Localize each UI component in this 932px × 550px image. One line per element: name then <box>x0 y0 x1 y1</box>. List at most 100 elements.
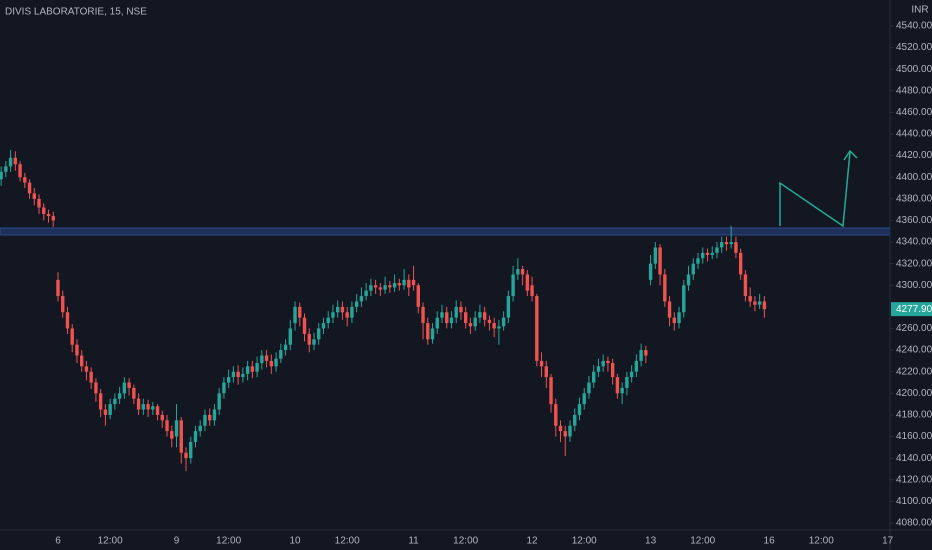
zone-band <box>0 227 891 236</box>
candle-body <box>364 290 368 297</box>
candle-body <box>132 387 136 399</box>
candle-body <box>174 420 179 437</box>
x-tick-label: 12:00 <box>98 536 123 547</box>
candle-body <box>13 157 18 165</box>
x-tick-label: 9 <box>174 536 180 547</box>
candle-body <box>701 252 705 259</box>
candle-body <box>582 393 586 405</box>
candle-body <box>222 382 226 394</box>
candle-body <box>459 306 463 313</box>
candle-body <box>563 431 567 437</box>
y-tick-label: 4120.00 <box>896 474 932 485</box>
candle-body <box>397 283 402 286</box>
candle-body <box>312 339 316 345</box>
candle-body <box>151 406 155 410</box>
candle-body <box>250 366 255 372</box>
y-tick-label: 4160.00 <box>896 431 932 442</box>
candle-body <box>658 247 662 275</box>
candle-body <box>672 317 676 324</box>
candle-body <box>179 420 183 453</box>
y-tick-label: 4300.00 <box>896 280 932 291</box>
candle-body <box>245 366 250 374</box>
candle-body <box>160 414 164 421</box>
candle-body <box>407 279 411 288</box>
candle-body <box>241 373 245 378</box>
candle-body <box>445 312 449 324</box>
candle-body <box>70 328 74 345</box>
candle-body <box>482 312 487 320</box>
candle-body <box>411 279 416 286</box>
candle-body <box>317 328 321 340</box>
candle-body <box>84 366 89 372</box>
candle-body <box>8 157 13 167</box>
candle-body <box>497 326 501 329</box>
candle-body <box>435 317 439 329</box>
candle-body <box>757 301 762 305</box>
candle-body <box>27 182 32 194</box>
candle-body <box>4 166 8 172</box>
candle-body <box>463 312 468 324</box>
candle-body <box>89 371 93 383</box>
candle-body <box>516 269 520 275</box>
candle-body <box>193 431 198 442</box>
last-price-box <box>891 302 932 317</box>
candle-body <box>0 171 3 180</box>
candle-body <box>369 285 373 291</box>
y-tick-label: 4480.00 <box>896 85 932 96</box>
x-tick-label: 12:00 <box>216 536 241 547</box>
candle-body <box>430 328 435 340</box>
x-tick-label: 12:00 <box>690 536 715 547</box>
x-tick-label: 12:00 <box>572 536 597 547</box>
x-tick-label: 6 <box>55 536 61 547</box>
candle-body <box>705 252 710 256</box>
candle-body <box>279 350 283 359</box>
candle-body <box>354 301 359 307</box>
candle-body <box>184 452 188 459</box>
candle-body <box>46 213 51 217</box>
candle-body <box>454 306 458 318</box>
candle-body <box>667 301 672 318</box>
candle-body <box>601 360 605 367</box>
candle-body <box>155 406 160 415</box>
candle-body <box>307 333 311 345</box>
candle-body <box>189 441 193 459</box>
candle-body <box>663 274 667 302</box>
candle-body <box>734 242 738 253</box>
candle-body <box>743 274 748 297</box>
y-tick-label: 4380.00 <box>896 193 932 204</box>
candle-body <box>108 404 112 415</box>
candle-body <box>682 285 686 313</box>
candle-body <box>345 312 349 318</box>
candle-body <box>629 371 634 378</box>
y-tick-label: 4200.00 <box>896 388 932 399</box>
candle-body <box>610 363 615 378</box>
candle-body <box>710 252 714 256</box>
candle-body <box>75 344 79 356</box>
y-tick-label: 4240.00 <box>896 345 932 356</box>
x-tick-label: 12:00 <box>809 536 834 547</box>
y-tick-label: 4080.00 <box>896 518 932 529</box>
candle-body <box>592 371 596 383</box>
candle-body <box>217 393 221 410</box>
candle-body <box>530 285 534 297</box>
candle-body <box>127 382 131 388</box>
candle-body <box>653 247 658 264</box>
last-price-label: 4277.90 <box>896 304 932 315</box>
candle-body <box>274 358 278 367</box>
candle-body <box>141 404 146 410</box>
candle-body <box>625 377 629 388</box>
chart-title: DIVIS LABORATORIE, 15, NSE <box>5 7 147 18</box>
candle-body <box>302 317 307 334</box>
candle-body <box>492 323 496 329</box>
x-tick-label: 13 <box>645 536 657 547</box>
candle-body <box>42 207 46 214</box>
candle-body <box>644 350 648 356</box>
candle-body <box>146 404 150 410</box>
x-tick-label: 10 <box>289 536 301 547</box>
candle-body <box>573 414 577 426</box>
candle-body <box>293 306 297 324</box>
candle-body <box>331 312 335 318</box>
candle-body <box>170 431 174 439</box>
